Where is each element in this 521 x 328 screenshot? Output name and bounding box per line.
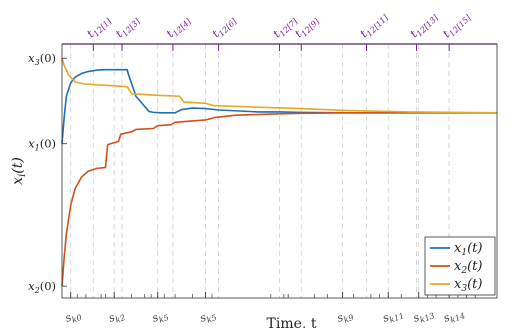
legend-label-x3: x3(t) [454, 277, 482, 294]
bottom-event-label: sk0 [63, 307, 83, 326]
series-line-x3 [61, 58, 498, 114]
legend: x1(t)x2(t)x3(t) [424, 236, 496, 296]
top-event-label: t12[4] [164, 12, 194, 42]
bottom-event-markers: sk0 sk2 sk5 sk5 sk9 sk11 sk13 sk14 [63, 292, 476, 327]
bottom-event-label: sk14 [442, 306, 467, 327]
vertical-grid [70, 44, 450, 298]
series-line-x1 [61, 68, 497, 144]
bottom-event-label: sk11 [381, 306, 406, 327]
legend-label-x1: x1(t) [454, 241, 482, 258]
y-tick-label: x1(0) [28, 137, 56, 153]
top-event-label: t12[3] [113, 12, 143, 42]
legend-label-x2: x2(t) [454, 259, 482, 276]
top-event-label: t12[11] [357, 8, 390, 41]
y-ticks: x3(0) x1(0) x2(0) [28, 51, 67, 295]
series-lines [61, 58, 498, 287]
bottom-event-label: sk9 [335, 307, 355, 326]
top-event-label: t12[13] [407, 8, 440, 41]
y-tick-label: x3(0) [28, 51, 56, 67]
bottom-event-label: sk5 [150, 307, 170, 326]
top-event-label: t12[9] [292, 12, 322, 42]
y-tick-label: x2(0) [28, 279, 56, 295]
bottom-event-label: sk5 [198, 307, 218, 326]
top-event-label: t12[6] [210, 12, 240, 42]
top-event-label: t12[7] [270, 12, 300, 42]
top-event-label: t12[15] [440, 8, 473, 41]
plot-frame [61, 43, 498, 299]
series-line-x2 [61, 112, 497, 287]
bottom-event-label: sk13 [411, 306, 436, 327]
top-event-label: t12[1] [84, 12, 114, 42]
top-event-markers: t12[1] t12[3] t12[4] t12[6] t12[7]t12[9] t12[… [62, 8, 497, 51]
bottom-event-label: sk2 [107, 307, 127, 326]
x-axis-label: Time, t [267, 316, 317, 328]
y-axis-label: xi(t) [10, 157, 28, 185]
